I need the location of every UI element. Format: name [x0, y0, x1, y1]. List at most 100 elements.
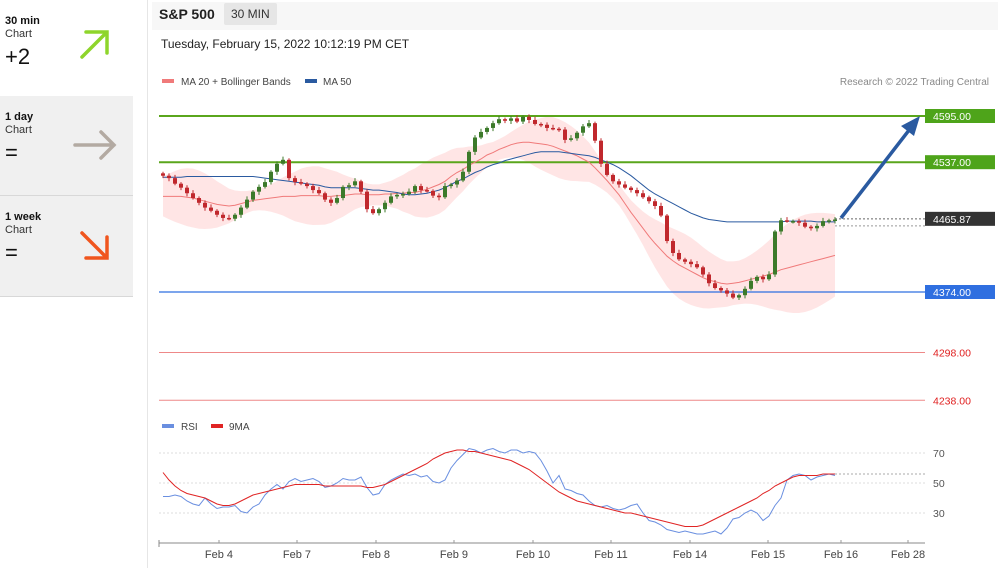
candle-body: [185, 187, 189, 194]
forecast-arrow: [839, 116, 920, 220]
candle-body: [653, 201, 657, 206]
rsi-tick-label: 30: [933, 508, 945, 520]
timeframe-score: =: [5, 140, 18, 165]
rsi-ma-line: [162, 449, 835, 527]
candle-body: [635, 190, 639, 194]
candle-body: [245, 199, 249, 208]
candle-body: [815, 225, 819, 229]
timeframe-1day[interactable]: 1 day Chart =: [0, 96, 133, 196]
x-tick-label: Feb 9: [440, 549, 468, 561]
bollinger-band: [163, 116, 835, 314]
candle-body: [263, 182, 267, 187]
timeframe-label: 1 day: [5, 111, 34, 123]
rsi-legend-label: RSI: [181, 422, 198, 433]
level-label-pointer-resistance: [925, 109, 929, 123]
candle-body: [833, 219, 837, 222]
timeframe-sublabel: Chart: [5, 224, 32, 236]
level-labels: 4595.00 4537.00 4465.87 4374.00 4298.00 4238.…: [925, 109, 995, 407]
candle-body: [575, 132, 579, 139]
arrow-up-right-icon: [80, 30, 109, 59]
ma20-line: [163, 141, 836, 285]
rsi-ma-legend-swatch: [211, 424, 223, 428]
x-tick-label: Feb 8: [362, 549, 390, 561]
candle-body: [647, 197, 651, 202]
candle-body: [269, 171, 273, 183]
x-tick-label: Feb 15: [751, 549, 785, 561]
candle-body: [773, 231, 777, 275]
candle-body: [251, 191, 255, 200]
rsi-ma-legend-label: 9MA: [229, 422, 250, 433]
candle-body: [467, 151, 471, 172]
candle-body: [767, 274, 771, 280]
timeframe-1week[interactable]: 1 week Chart =: [0, 196, 133, 297]
level-label-resistance: 4595.00: [933, 111, 971, 123]
candle-body: [503, 119, 507, 121]
candle-body: [485, 127, 489, 132]
rsi-legend-swatch: [162, 424, 174, 428]
candle-body: [233, 214, 237, 219]
x-tick-label: Feb 4: [205, 549, 233, 561]
rsi-line: [163, 447, 836, 535]
candle-body: [317, 190, 321, 194]
ma50-legend-swatch: [305, 79, 317, 83]
candle-body: [689, 261, 693, 265]
candle-body: [359, 181, 363, 192]
candle-body: [179, 183, 183, 188]
level-label-resistance: 4537.00: [933, 157, 971, 169]
forecast-arrow-head: [901, 116, 920, 136]
candle-body: [665, 215, 669, 242]
candle-body: [425, 190, 429, 192]
candle-body: [509, 118, 513, 121]
candle-body: [479, 131, 483, 138]
candle-body: [785, 220, 789, 222]
candle-body: [623, 184, 627, 188]
candle-body: [587, 123, 591, 127]
candle-body: [365, 191, 369, 210]
rsi-grid: 70 50 30: [159, 448, 945, 520]
candle-body: [731, 293, 735, 298]
timeframe-score: +2: [5, 44, 31, 69]
candle-body: [275, 163, 279, 172]
candle-body: [407, 191, 411, 195]
candle-body: [221, 214, 225, 218]
rsi-legend: RSI 9MA: [162, 422, 250, 433]
candle-body: [803, 222, 807, 227]
candle-body: [191, 193, 195, 199]
chart-datetime: Tuesday, February 15, 2022 10:12:19 PM C…: [161, 37, 410, 51]
candle-body: [311, 186, 315, 191]
x-axis: Feb 4 Feb 7 Feb 8 Feb 9 Feb 10 Feb 11 Feb 14 Fe…: [158, 540, 925, 561]
candle-body: [323, 193, 327, 200]
candle-body: [827, 220, 831, 222]
candle-body: [557, 128, 561, 131]
x-tick-label: Feb 11: [594, 549, 627, 561]
candle-body: [443, 186, 447, 198]
candle-body: [293, 178, 297, 183]
interval-badge[interactable]: 30 MIN: [224, 3, 277, 25]
candle-body: [581, 126, 585, 133]
candle-body: [539, 123, 543, 126]
timeframe-sublabel: Chart: [5, 124, 32, 136]
level-label-pointer-current: [925, 211, 929, 226]
candle-body: [617, 181, 621, 185]
candle-body: [779, 220, 783, 232]
chart-legend: MA 20 + Bollinger Bands MA 50 Research ©…: [162, 77, 989, 88]
candle-body: [299, 182, 303, 184]
rsi-tick-label: 70: [933, 448, 945, 460]
candle-body: [707, 274, 711, 284]
candle-body: [605, 163, 609, 175]
candle-body: [497, 119, 501, 124]
level-label-bg-resistance: [925, 109, 995, 123]
candle-body: [455, 180, 459, 185]
candle-body: [677, 252, 681, 260]
level-label-pointer-pivot: [925, 285, 929, 299]
candle-body: [551, 127, 555, 130]
candle-body: [761, 276, 765, 280]
candle-body: [491, 123, 495, 128]
candle-body: [215, 210, 219, 215]
candle-body: [377, 209, 381, 214]
candle-body: [287, 159, 291, 179]
candle-body: [347, 185, 351, 187]
candle-body: [683, 259, 687, 262]
level-label-current: 4465.87: [933, 214, 971, 226]
